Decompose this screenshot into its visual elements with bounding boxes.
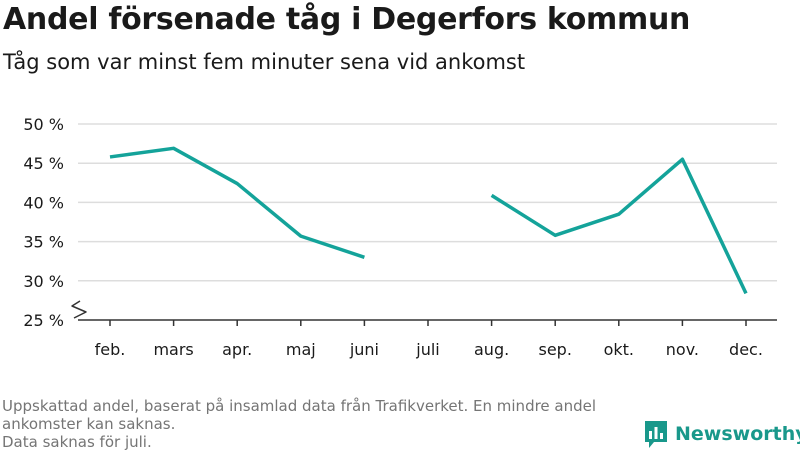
- brand-name: Newsworthy: [675, 423, 800, 445]
- y-tick-label: 50 %: [23, 115, 64, 134]
- y-tick-label: 35 %: [23, 233, 64, 252]
- x-tick-label: mars: [153, 340, 193, 359]
- series-line-segment: [490, 157, 748, 295]
- x-tick-label: nov.: [666, 340, 699, 359]
- x-tick-label: okt.: [604, 340, 634, 359]
- y-tick-label: 30 %: [23, 272, 64, 291]
- x-tick-label: aug.: [474, 340, 509, 359]
- newsworthy-logo: Newsworthy: [645, 420, 800, 448]
- x-tick-label: sep.: [538, 340, 571, 359]
- x-tick-label: dec.: [729, 340, 763, 359]
- y-tick-label: 25 %: [23, 311, 64, 330]
- x-axis: [78, 319, 777, 326]
- x-tick-label: apr.: [222, 340, 252, 359]
- x-tick-label: feb.: [95, 340, 126, 359]
- x-tick-label: juli: [415, 340, 439, 359]
- footnote-source: Uppskattad andel, baserat på insamlad da…: [2, 397, 597, 433]
- chart-title: Andel försenade tåg i Degerfors kommun: [3, 2, 691, 37]
- footnotes: Uppskattad andel, baserat på insamlad da…: [2, 397, 642, 451]
- series-lines: [109, 146, 748, 295]
- y-axis-tick-labels: 25 % 30 % 35 % 40 % 45 % 50 %: [23, 115, 64, 330]
- x-axis-tick-labels: feb. mars apr. maj juni juli aug. sep. okt. nov. d…: [95, 340, 763, 359]
- footnote-missing-data: Data saknas för juli.: [2, 433, 152, 451]
- bar-chart-logo-icon: [645, 420, 667, 448]
- chart-subtitle: Tåg som var minst fem minuter sena vid a…: [3, 50, 526, 74]
- y-axis-break-marker: [71, 300, 87, 319]
- y-tick-label: 40 %: [23, 193, 64, 212]
- line-chart: 25 % 30 % 35 % 40 % 45 % 50 % feb. mars apr. maj…: [23, 115, 777, 359]
- gridlines: [78, 123, 777, 282]
- axis-break-zigzag: [71, 300, 87, 319]
- x-tick-label: maj: [286, 340, 316, 359]
- y-tick-label: 45 %: [23, 154, 64, 173]
- x-tick-label: juni: [349, 340, 379, 359]
- series-line-segment: [109, 146, 365, 259]
